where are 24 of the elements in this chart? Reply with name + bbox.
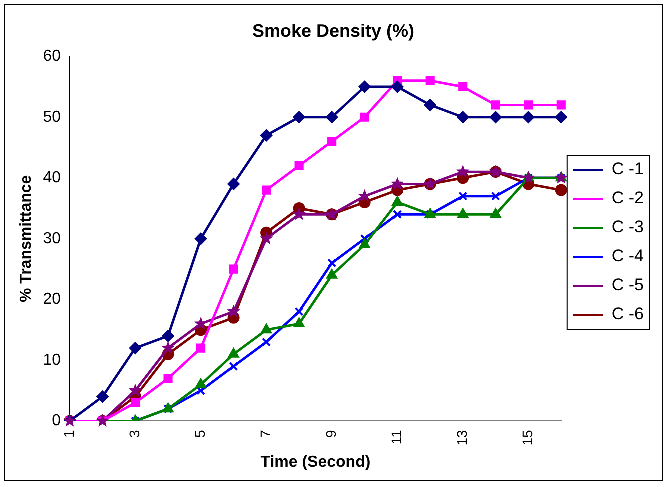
- legend-label: C -5: [612, 276, 644, 295]
- y-tick-label: 0: [52, 412, 62, 430]
- y-tick-label: 50: [43, 108, 62, 126]
- x-tick-label: 7: [257, 430, 274, 438]
- legend-label: C -1: [612, 160, 644, 179]
- x-tick-label: 5: [192, 430, 208, 438]
- x-tick-label: 1: [60, 430, 77, 438]
- y-tick-label: 20: [43, 291, 62, 308]
- x-axis-title: Time (Second): [260, 454, 371, 471]
- legend-label: C -4: [612, 246, 644, 266]
- y-axis-title: % Transmittance: [18, 175, 36, 302]
- legend-label: C -3: [612, 218, 644, 237]
- y-tick-label: 30: [43, 230, 62, 248]
- x-tick-label: 15: [519, 430, 536, 446]
- legend-label: C -2: [612, 188, 644, 208]
- x-tick-label: 13: [454, 430, 470, 446]
- y-tick-label: 10: [43, 352, 62, 369]
- y-tick-label: 40: [43, 170, 62, 187]
- chart-title: Smoke Density (%): [252, 20, 415, 41]
- legend-label: C -6: [612, 304, 644, 324]
- x-tick-label: 11: [388, 430, 404, 445]
- x-tick-label: 3: [126, 430, 142, 438]
- x-tick-label: 9: [322, 430, 339, 438]
- y-tick-label: 60: [43, 48, 62, 66]
